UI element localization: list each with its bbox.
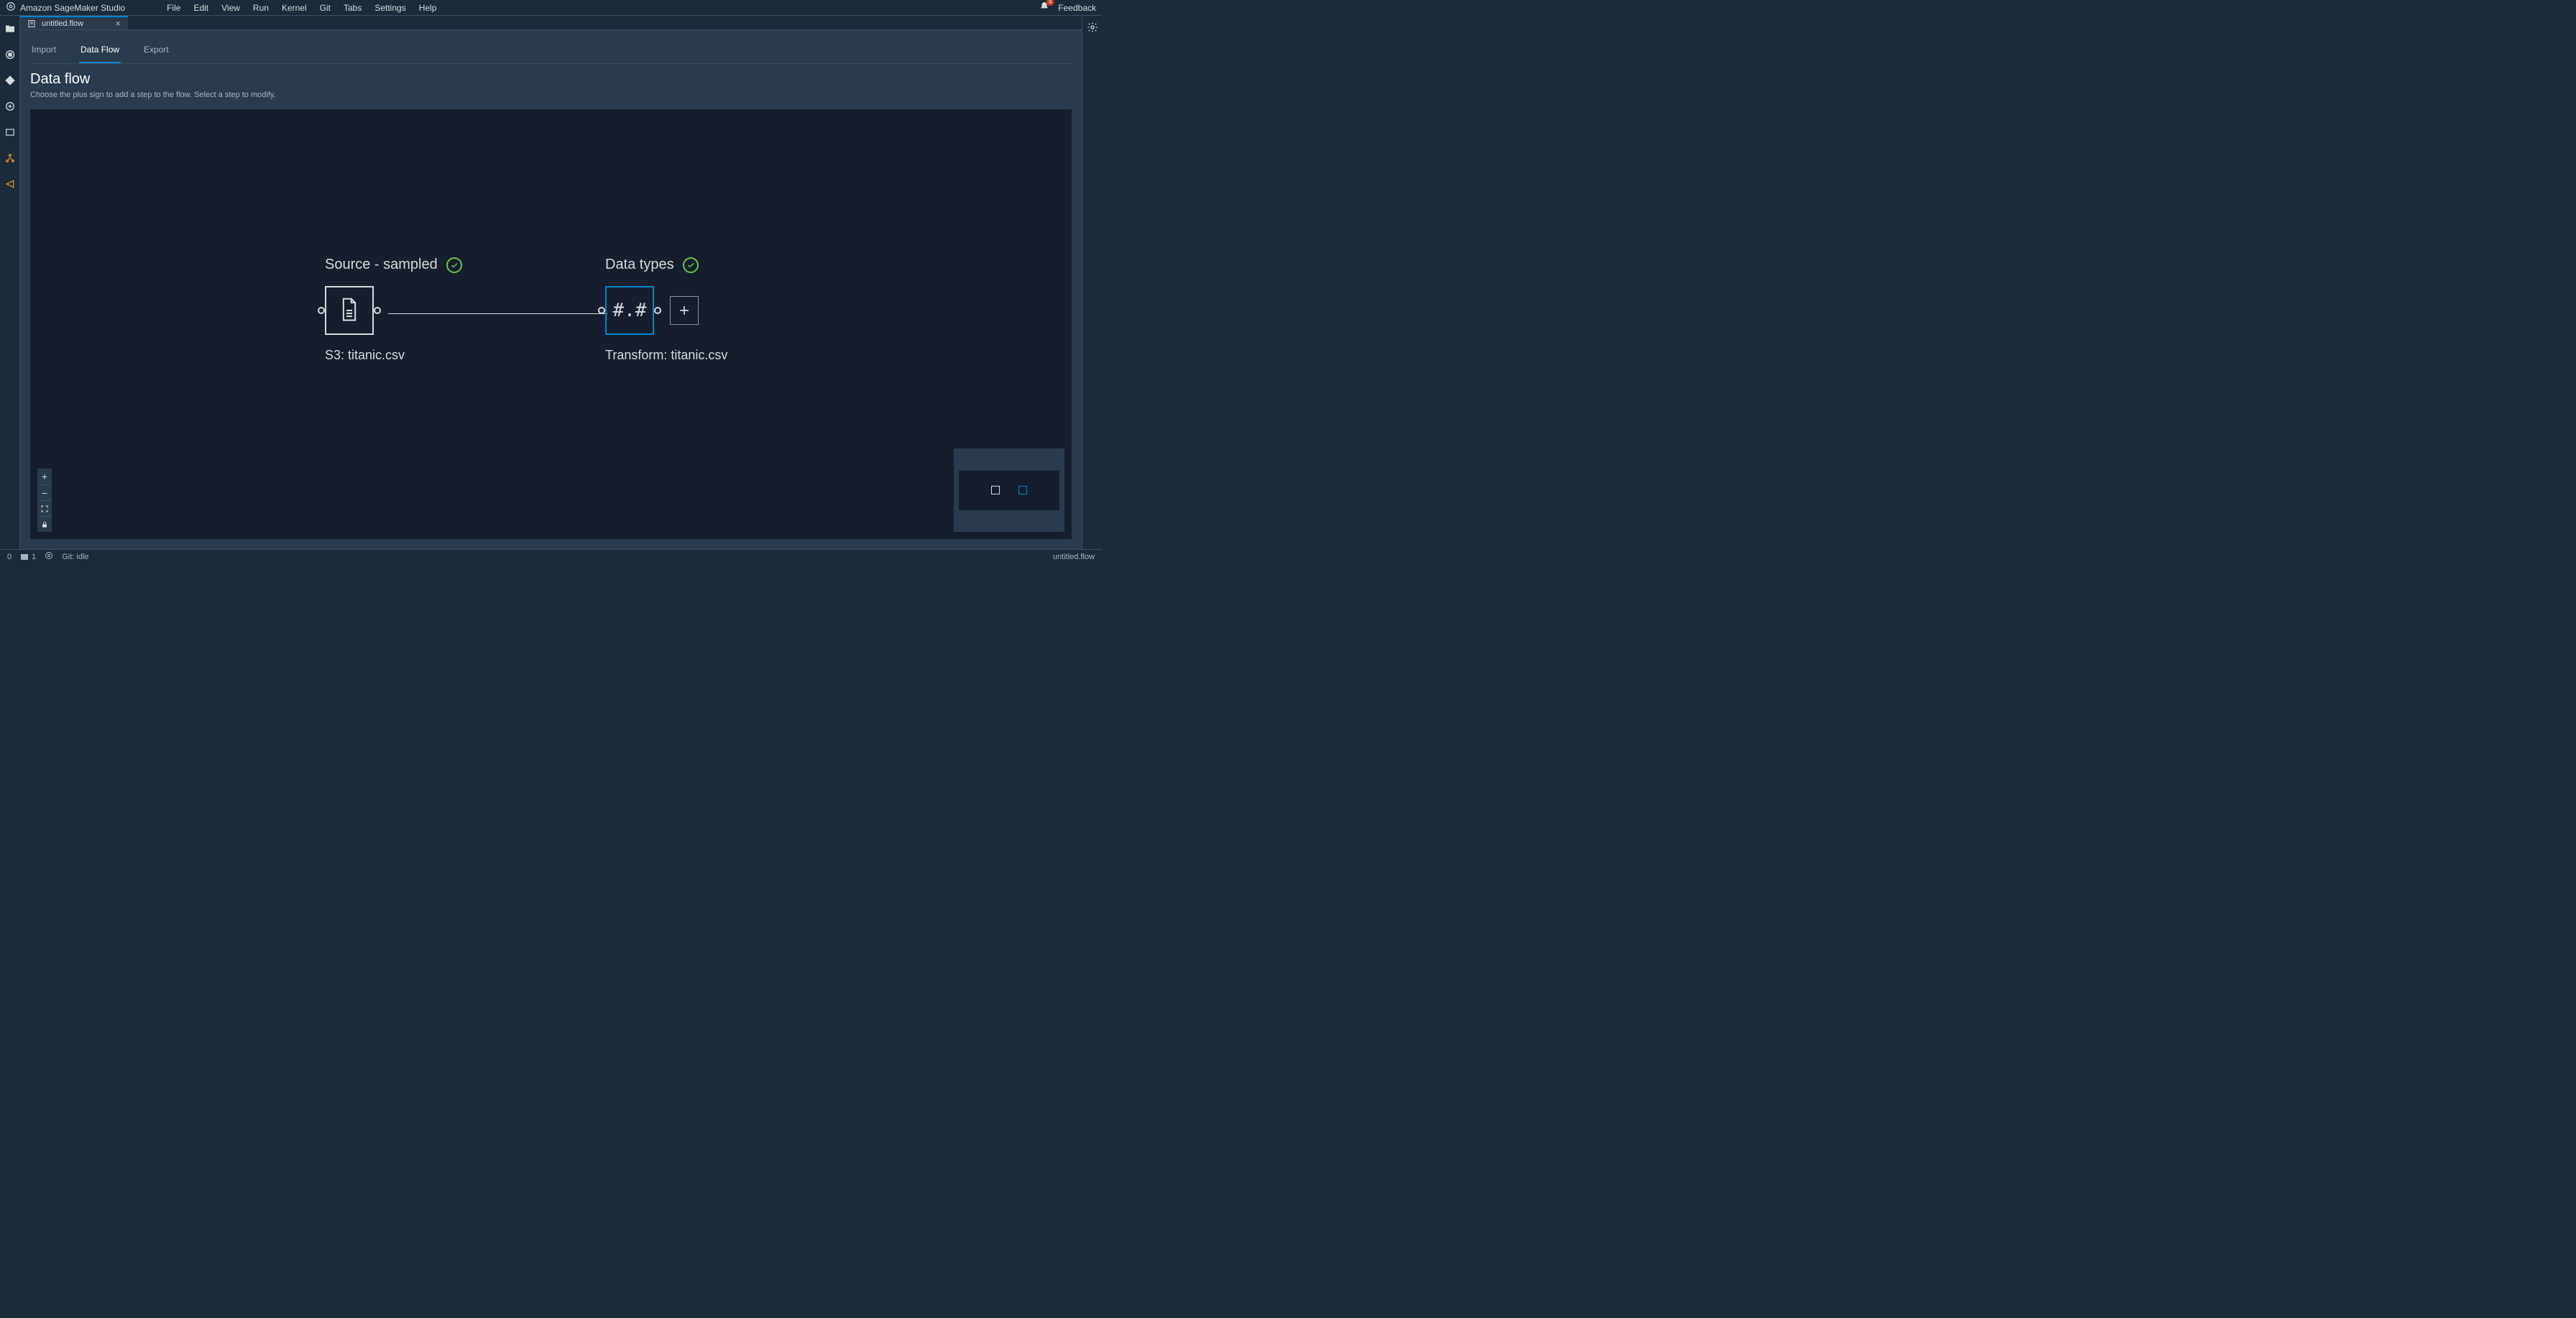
settings-gear-icon[interactable] — [1087, 22, 1098, 33]
aws-logo-icon — [6, 1, 16, 14]
flow-file-icon — [27, 19, 36, 28]
left-rail — [0, 16, 20, 549]
git-icon[interactable] — [4, 75, 16, 86]
menu-kernel[interactable]: Kernel — [276, 1, 313, 14]
window-icon[interactable] — [4, 126, 16, 138]
flow-canvas[interactable]: Source - sampled — [30, 109, 1072, 539]
datatypes-glyph-icon: #.# — [613, 300, 647, 321]
menu-run[interactable]: Run — [247, 1, 275, 14]
node2-output-port[interactable] — [654, 307, 661, 314]
node1-input-port[interactable] — [318, 307, 325, 314]
components-icon[interactable] — [4, 152, 16, 164]
node1-subtitle: S3: titanic.csv — [325, 348, 462, 363]
subtab-dataflow[interactable]: Data Flow — [79, 37, 121, 63]
menu-help[interactable]: Help — [413, 1, 443, 14]
node2-title: Data types — [605, 257, 674, 273]
add-step-button[interactable] — [670, 296, 699, 325]
terminal-icon[interactable]: 1 — [20, 553, 36, 561]
zoom-in-button[interactable]: + — [37, 469, 52, 484]
node2-input-port[interactable] — [598, 307, 605, 314]
app-title: Amazon SageMaker Studio — [20, 3, 125, 13]
success-check-icon — [446, 257, 462, 273]
notification-badge: 4 — [1046, 0, 1054, 6]
document-icon — [337, 297, 362, 324]
lock-icon — [41, 520, 48, 529]
feedback-link[interactable]: Feedback — [1058, 3, 1096, 13]
right-rail — [1082, 16, 1102, 549]
status-count: 0 — [7, 553, 12, 561]
file-tab-name: untitled.flow — [42, 19, 83, 28]
file-tab-bar: untitled.flow × — [20, 16, 1082, 30]
node2-box[interactable]: #.# — [605, 286, 654, 335]
zoom-lock-button[interactable] — [37, 516, 52, 532]
node1-output-port[interactable] — [374, 307, 381, 314]
plus-icon — [677, 303, 691, 318]
file-tab[interactable]: untitled.flow × — [20, 16, 128, 29]
minimap[interactable] — [954, 448, 1064, 532]
expand-icon — [40, 504, 49, 513]
menu-git[interactable]: Git — [314, 1, 336, 14]
zoom-out-button[interactable]: − — [37, 484, 52, 500]
minimap-node-selected — [1018, 486, 1027, 494]
folder-icon[interactable] — [4, 23, 16, 34]
node1-box[interactable] — [325, 286, 374, 335]
git-status[interactable]: Git: idle — [62, 553, 88, 561]
circle-stop-icon[interactable] — [4, 49, 16, 60]
status-settings-icon[interactable] — [45, 551, 53, 562]
menu-file[interactable]: File — [161, 1, 186, 14]
menu-edit[interactable]: Edit — [188, 1, 214, 14]
minimap-node — [991, 486, 1000, 494]
minimap-viewport — [959, 471, 1059, 510]
success-check-icon — [683, 257, 699, 273]
subtab-export[interactable]: Export — [142, 37, 170, 63]
node1-title: Source - sampled — [325, 257, 438, 273]
flow-node-source[interactable]: Source - sampled — [325, 257, 462, 363]
notifications-icon[interactable]: 4 — [1039, 1, 1049, 14]
menu-view[interactable]: View — [216, 1, 246, 14]
subtab-import[interactable]: Import — [30, 37, 58, 63]
subtabs: Import Data Flow Export — [30, 37, 1072, 64]
menu-settings[interactable]: Settings — [369, 1, 411, 14]
page-subtitle: Choose the plus sign to add a step to th… — [30, 91, 1072, 99]
menu-bar: File Edit View Run Kernel Git Tabs Setti… — [161, 1, 442, 14]
endpoints-icon[interactable] — [4, 178, 16, 190]
node2-subtitle: Transform: titanic.csv — [605, 348, 727, 363]
flow-node-datatypes[interactable]: Data types #.# — [605, 257, 727, 363]
status-bar: 0 1 Git: idle untitled.flow — [0, 549, 1102, 563]
top-bar: Amazon SageMaker Studio File Edit View R… — [0, 0, 1102, 16]
flow-edge — [388, 313, 607, 314]
status-filename: untitled.flow — [1053, 553, 1095, 561]
menu-tabs[interactable]: Tabs — [338, 1, 367, 14]
commands-icon[interactable] — [4, 101, 16, 112]
page-title: Data flow — [30, 71, 1072, 88]
tab-close-icon[interactable]: × — [115, 18, 121, 29]
zoom-panel: + − — [37, 469, 52, 532]
zoom-fit-button[interactable] — [37, 500, 52, 516]
